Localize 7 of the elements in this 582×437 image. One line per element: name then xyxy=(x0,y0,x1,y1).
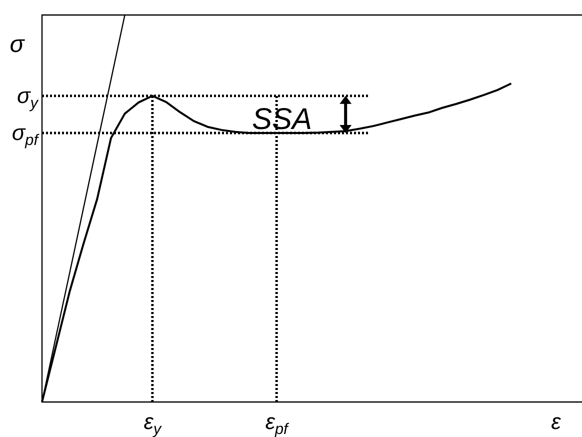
x-axis-title: ε xyxy=(551,409,562,434)
ref-line-label: σ$_{y}$ xyxy=(17,82,40,112)
y-axis-title: σ xyxy=(10,31,26,58)
ref-line-label: σ$_{pf}$ xyxy=(12,120,40,149)
x-tick-label: ε$_{pf}$ xyxy=(265,409,290,437)
annotation: SSA xyxy=(252,103,312,136)
x-tick-label: ε$_{y}$ xyxy=(144,409,162,437)
